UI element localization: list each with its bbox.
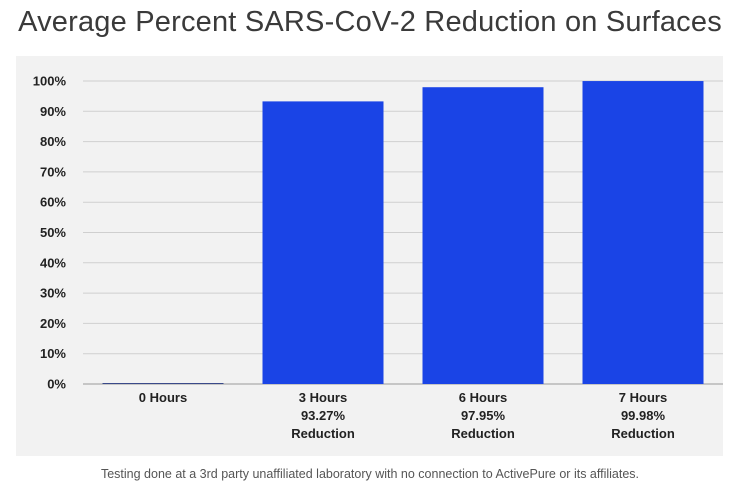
y-tick-label: 70% (40, 164, 66, 179)
y-axis-tick-labels: 0% 10% 20% 30% 40% 50% 60% 70% 80% 90% 100% (33, 74, 67, 392)
y-tick-label: 10% (40, 346, 66, 361)
data-label-value: 93.27% (301, 408, 346, 423)
y-tick-label: 80% (40, 134, 66, 149)
y-tick-label: 30% (40, 286, 66, 301)
x-tick-category: 3 Hours (299, 390, 347, 405)
chart-title: Average Percent SARS-CoV-2 Reduction on … (18, 6, 722, 38)
bar-0-hours (102, 383, 224, 384)
x-tick-label: 0 Hours (139, 390, 187, 405)
y-tick-label: 100% (33, 74, 67, 89)
data-label-value: 97.95% (461, 408, 506, 423)
data-label-text: Reduction (291, 426, 355, 441)
bar-6-hours (422, 87, 544, 385)
x-axis-tick-labels: 0 Hours 3 Hours 93.27% Reduction 6 Hours 97.9… (139, 390, 675, 441)
data-label-text: Reduction (611, 426, 675, 441)
y-tick-label: 0% (47, 377, 66, 392)
x-tick-label: 6 Hours 97.95% Reduction (451, 390, 515, 441)
bar-3-hours (262, 101, 384, 384)
data-label-text: Reduction (451, 426, 515, 441)
y-tick-label: 20% (40, 316, 66, 331)
y-tick-label: 50% (40, 225, 66, 240)
x-tick-label: 3 Hours 93.27% Reduction (291, 390, 355, 441)
bar-7-hours (582, 81, 704, 384)
bars (102, 81, 704, 385)
y-tick-label: 40% (40, 255, 66, 270)
x-tick-category: 6 Hours (459, 390, 507, 405)
y-tick-label: 60% (40, 195, 66, 210)
data-label-value: 99.98% (621, 408, 666, 423)
x-tick-category: 0 Hours (139, 390, 187, 405)
x-tick-category: 7 Hours (619, 390, 667, 405)
x-tick-label: 7 Hours 99.98% Reduction (611, 390, 675, 441)
y-tick-label: 90% (40, 104, 66, 119)
footnote: Testing done at a 3rd party unaffiliated… (100, 467, 640, 481)
